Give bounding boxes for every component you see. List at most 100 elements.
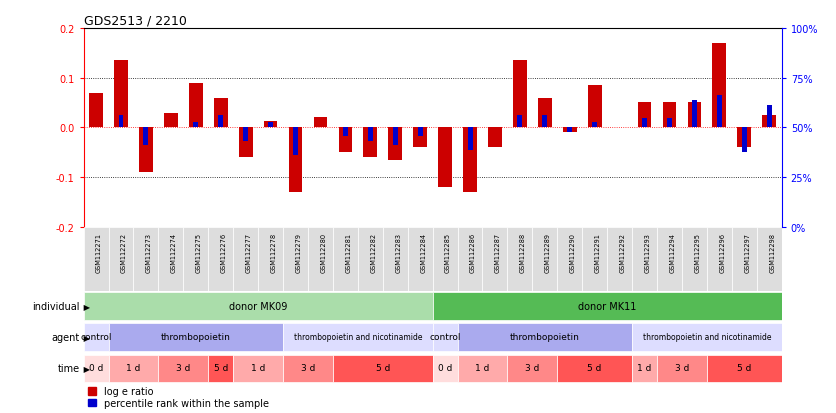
Bar	[716, 96, 721, 128]
Text: GSM112279: GSM112279	[295, 232, 302, 272]
Bar	[517, 116, 522, 128]
Bar	[263, 122, 278, 128]
Bar	[568, 128, 572, 133]
Bar	[663, 103, 676, 128]
Text: control: control	[80, 332, 112, 342]
Bar	[115, 61, 128, 128]
Text: 3 d: 3 d	[525, 363, 539, 373]
Bar	[109, 324, 283, 351]
Bar	[592, 123, 597, 128]
Text: 3 d: 3 d	[176, 363, 191, 373]
Text: ▶: ▶	[81, 364, 90, 373]
Bar	[233, 227, 258, 291]
Text: 3 d: 3 d	[675, 363, 689, 373]
Bar	[189, 83, 202, 128]
Bar	[687, 103, 701, 128]
Bar	[757, 227, 782, 291]
Bar	[364, 128, 377, 158]
Bar	[84, 355, 109, 382]
Bar	[383, 227, 408, 291]
Bar	[109, 227, 134, 291]
Bar	[389, 128, 402, 160]
Bar	[308, 227, 333, 291]
Text: thrombopoietin: thrombopoietin	[161, 332, 231, 342]
Bar	[588, 86, 602, 128]
Bar	[558, 355, 632, 382]
Text: GSM112284: GSM112284	[421, 232, 426, 272]
Bar	[214, 98, 227, 128]
Text: GSM112272: GSM112272	[121, 232, 127, 272]
Bar	[314, 118, 328, 128]
Bar	[134, 227, 158, 291]
Text: donor MK11: donor MK11	[578, 301, 636, 311]
Text: control: control	[430, 332, 461, 342]
Text: 0 d: 0 d	[438, 363, 452, 373]
Text: 5 d: 5 d	[737, 363, 752, 373]
Bar	[333, 355, 433, 382]
Text: GSM112294: GSM112294	[670, 232, 675, 272]
Text: 1 d: 1 d	[251, 363, 265, 373]
Bar	[408, 227, 433, 291]
Text: GSM112289: GSM112289	[545, 232, 551, 272]
Bar	[208, 355, 233, 382]
Bar	[84, 324, 109, 351]
Text: GSM112282: GSM112282	[370, 232, 376, 272]
Bar	[457, 227, 482, 291]
Bar	[737, 128, 751, 148]
Bar	[164, 114, 178, 128]
Bar	[638, 103, 651, 128]
Bar	[109, 355, 158, 382]
Text: 0 d: 0 d	[89, 363, 104, 373]
Bar	[513, 61, 527, 128]
Text: thrombopoietin and nicotinamide: thrombopoietin and nicotinamide	[293, 332, 422, 342]
Bar	[243, 128, 248, 142]
Bar	[642, 119, 647, 128]
Text: 1 d: 1 d	[476, 363, 490, 373]
Text: donor MK09: donor MK09	[229, 301, 288, 311]
Bar	[463, 128, 477, 192]
Bar	[533, 227, 558, 291]
Bar	[457, 355, 507, 382]
Bar	[139, 128, 153, 173]
Bar	[89, 93, 103, 128]
Bar	[507, 227, 533, 291]
Bar	[692, 101, 697, 128]
Legend: log e ratio, percentile rank within the sample: log e ratio, percentile rank within the …	[89, 386, 269, 408]
Bar	[433, 324, 457, 351]
Bar	[413, 128, 427, 148]
Bar	[144, 128, 149, 145]
Bar	[488, 128, 502, 148]
Bar	[467, 128, 472, 150]
Text: GSM112295: GSM112295	[695, 232, 701, 272]
Bar	[657, 355, 707, 382]
Bar	[433, 227, 457, 291]
Text: GSM112283: GSM112283	[395, 232, 401, 272]
Bar	[368, 128, 373, 142]
Bar	[543, 116, 548, 128]
Bar	[632, 355, 657, 382]
Bar	[762, 116, 776, 128]
Text: GSM112296: GSM112296	[719, 232, 726, 272]
Bar	[482, 227, 507, 291]
Bar	[84, 227, 109, 291]
Bar	[433, 355, 457, 382]
Bar	[607, 227, 632, 291]
Text: ▶: ▶	[81, 333, 90, 342]
Text: GSM112290: GSM112290	[570, 232, 576, 272]
Bar	[707, 355, 782, 382]
Bar	[333, 227, 358, 291]
Text: time: time	[58, 363, 79, 374]
Bar	[283, 227, 308, 291]
Bar	[742, 128, 747, 153]
Bar	[433, 293, 782, 320]
Bar	[393, 128, 398, 145]
Text: GSM112275: GSM112275	[196, 232, 201, 272]
Bar	[657, 227, 682, 291]
Bar	[632, 227, 657, 291]
Text: GSM112293: GSM112293	[645, 232, 650, 272]
Bar	[632, 324, 782, 351]
Bar	[158, 355, 208, 382]
Text: GSM112280: GSM112280	[320, 232, 326, 272]
Bar	[84, 293, 433, 320]
Text: GSM112286: GSM112286	[470, 232, 476, 272]
